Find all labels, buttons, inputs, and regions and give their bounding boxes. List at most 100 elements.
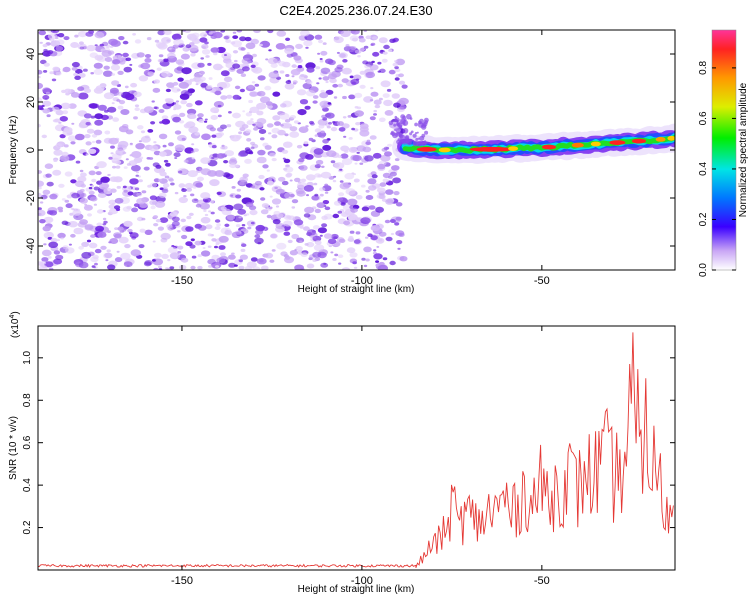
noise-speckle	[67, 135, 77, 142]
spectrogram-panel: -150 -100 -50 -40 -20 0 20 40 Height of straigh…	[8, 29, 676, 295]
noise-speckle	[251, 81, 256, 84]
noise-speckle	[88, 186, 93, 190]
noise-speckle	[108, 137, 119, 145]
noise-speckle	[90, 72, 94, 75]
noise-speckle	[245, 149, 253, 155]
noise-speckle	[314, 128, 322, 133]
noise-speckle	[70, 207, 74, 210]
noise-speckle	[369, 64, 379, 71]
noise-speckle	[297, 109, 307, 116]
noise-speckle	[65, 247, 75, 254]
noise-speckle	[194, 131, 200, 136]
noise-speckle	[224, 54, 227, 56]
signal-tail-speckle	[394, 128, 397, 132]
signal-tail-speckle	[388, 120, 394, 126]
noise-speckle	[394, 66, 399, 70]
noise-speckle	[180, 218, 186, 223]
noise-speckle	[208, 77, 213, 80]
noise-speckle	[162, 144, 167, 148]
noise-speckle	[205, 55, 210, 58]
signal-tail-speckle	[402, 120, 409, 126]
noise-speckle	[320, 89, 325, 93]
noise-speckle	[303, 213, 311, 218]
noise-speckle	[300, 178, 307, 183]
noise-speckle	[232, 35, 239, 39]
noise-speckle	[371, 174, 378, 179]
noise-speckle	[62, 129, 73, 136]
noise-speckle	[171, 245, 175, 248]
noise-speckle	[163, 159, 169, 163]
noise-speckle	[115, 208, 121, 212]
noise-speckle	[89, 52, 99, 58]
noise-speckle	[214, 90, 222, 96]
noise-speckle	[375, 237, 385, 244]
noise-speckle	[397, 247, 401, 250]
noise-speckle	[367, 178, 377, 185]
noise-speckle	[285, 80, 292, 84]
noise-speckle	[353, 74, 362, 81]
noise-speckle	[44, 101, 50, 105]
noise-speckle	[224, 230, 233, 236]
colorbar-tick-label: 0.8	[698, 61, 709, 75]
noise-speckle	[271, 134, 278, 139]
noise-speckle	[230, 194, 234, 197]
noise-speckle	[387, 49, 393, 52]
noise-speckle	[317, 174, 323, 178]
noise-speckle	[56, 39, 65, 45]
noise-speckle	[165, 267, 169, 270]
noise-speckle	[191, 255, 197, 259]
noise-speckle	[144, 229, 153, 235]
noise-speckle	[370, 171, 377, 176]
noise-speckle	[57, 255, 63, 260]
noise-speckle	[68, 243, 72, 246]
noise-speckle	[161, 188, 169, 194]
noise-speckle	[141, 217, 146, 221]
signal-hotspot	[508, 146, 519, 152]
noise-speckle	[391, 165, 400, 171]
noise-speckle	[350, 78, 360, 85]
noise-speckle	[291, 233, 300, 240]
noise-speckle	[140, 136, 151, 143]
noise-speckle	[342, 95, 347, 100]
noise-speckle	[238, 259, 243, 263]
noise-speckle	[246, 138, 252, 142]
noise-speckle	[126, 163, 131, 166]
noise-speckle	[267, 177, 273, 182]
noise-speckle	[107, 106, 117, 113]
noise-speckle	[193, 72, 203, 79]
noise-speckle	[137, 125, 144, 130]
noise-speckle	[324, 191, 329, 194]
noise-speckle	[79, 197, 88, 204]
noise-speckle	[134, 107, 140, 111]
noise-speckle	[49, 71, 54, 75]
noise-speckle	[289, 179, 293, 182]
noise-speckle	[43, 243, 47, 246]
noise-speckle	[70, 42, 79, 48]
noise-speckle	[210, 211, 215, 215]
noise-speckle	[275, 43, 286, 50]
noise-speckle	[93, 129, 103, 136]
noise-speckle	[38, 97, 43, 103]
noise-speckle	[64, 171, 73, 177]
spectrogram-ylabel: Frequency (Hz)	[8, 116, 19, 185]
noise-speckle	[359, 84, 366, 89]
snr-xlabel: Height of straight line (km)	[298, 584, 415, 595]
noise-speckle	[70, 92, 80, 98]
noise-speckle	[78, 245, 84, 250]
noise-speckle	[275, 223, 285, 230]
noise-speckle	[79, 169, 84, 173]
noise-speckle	[345, 44, 350, 47]
noise-speckle	[114, 257, 123, 263]
noise-speckle	[235, 194, 242, 199]
noise-speckle	[258, 174, 265, 180]
noise-speckle	[160, 232, 171, 240]
signal-tail-speckle	[402, 139, 408, 145]
noise-speckle	[313, 148, 324, 155]
noise-speckle	[186, 108, 197, 115]
noise-speckle	[174, 144, 185, 152]
noise-speckle	[271, 249, 276, 252]
noise-speckle	[303, 141, 309, 145]
noise-speckle	[303, 40, 313, 47]
noise-speckle	[171, 87, 180, 93]
noise-speckle	[249, 91, 257, 97]
